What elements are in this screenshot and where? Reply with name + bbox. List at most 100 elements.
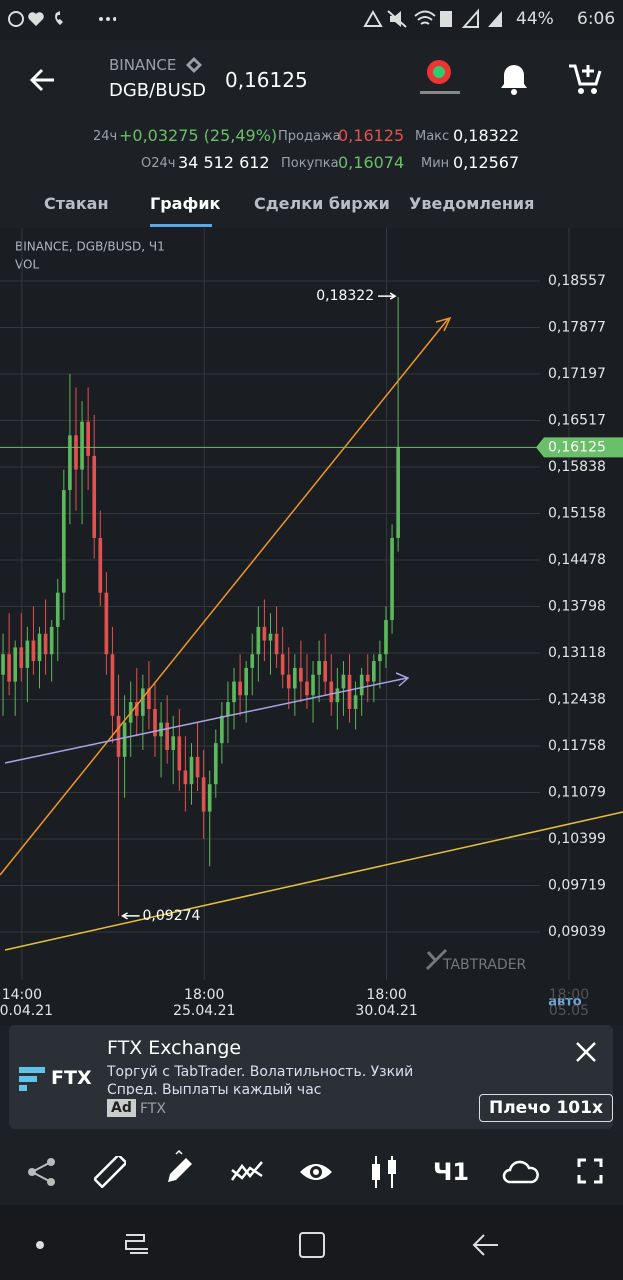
y-tick-label: 0,10399 [548, 831, 606, 847]
candle-body [201, 777, 206, 812]
candle-body [37, 633, 42, 662]
y-tick-label: 0,09719 [548, 877, 606, 893]
stat-value: +0,03275 (25,49%) [119, 126, 278, 145]
status-bar: 44% 6:06 [0, 0, 623, 40]
candle-body [80, 421, 84, 470]
ad-button[interactable]: Плечо 101x [479, 1094, 613, 1122]
exchange-name: BINANCE [109, 56, 177, 74]
navigation-bar [0, 1205, 623, 1280]
candle-body [335, 688, 340, 703]
trend-line [0, 318, 449, 876]
x-tick-date: 05.05 [549, 1003, 589, 1019]
indicator-tool[interactable] [230, 1156, 264, 1188]
candle-body [116, 715, 121, 757]
y-tick-label: 0,11079 [548, 784, 606, 800]
stat-label: 24ч [93, 129, 118, 144]
candle-body [280, 654, 285, 675]
scale-mode[interactable]: авто [548, 995, 582, 1010]
candle-body [74, 435, 78, 470]
candle-body [104, 592, 109, 655]
candle-body [250, 654, 255, 668]
low-label: 0,09274 [143, 908, 201, 924]
ad-text: Торгуй с TabTrader. Волатильность. Узкий… [107, 1064, 414, 1095]
x-tick-label: 14:00 [2, 987, 42, 1003]
stat-label: Макс [415, 129, 450, 144]
y-tick-label: 0,15838 [548, 459, 606, 475]
candle-body [122, 722, 127, 757]
pencil-tool[interactable] [162, 1150, 196, 1188]
y-tick-label: 0,17197 [548, 366, 606, 382]
ad-close[interactable] [575, 1041, 597, 1063]
arrow-head [435, 316, 452, 332]
candle-body [86, 421, 90, 456]
x-tick-date: 30.04.21 [355, 1003, 417, 1019]
arrow-head [395, 672, 410, 687]
candle-body [183, 770, 188, 785]
share-tool[interactable] [26, 1156, 58, 1188]
y-tick-label: 0,14478 [548, 552, 606, 568]
y-tick-label: 0,09039 [548, 924, 606, 940]
stat-value: 0,18322 [453, 126, 520, 145]
fullscreen-tool[interactable] [577, 1158, 603, 1184]
ad-logo: FTX [51, 1067, 92, 1089]
price-chart[interactable]: BINANCE, DGB/BUSD, Ч1 VOL TABTRADER авто… [0, 228, 623, 1025]
candle-body [134, 702, 139, 716]
y-tick-label: 0,13798 [548, 598, 606, 614]
timeframe-button[interactable]: Ч1 [433, 1158, 470, 1186]
toolbar: Ч1 [0, 1140, 623, 1204]
y-tick-label: 0,12438 [548, 692, 606, 708]
ad-badge: Ad [107, 1099, 136, 1117]
tab[interactable]: Уведомления [409, 194, 535, 213]
alert-button[interactable] [498, 62, 530, 96]
last-price-label: 0,16125 [548, 439, 606, 455]
candle-body [207, 784, 212, 812]
view-tool[interactable] [298, 1156, 334, 1188]
tab-active[interactable]: График [150, 194, 221, 213]
high-arrow [378, 292, 397, 300]
tab-indicator [150, 224, 212, 227]
candle-body [19, 647, 24, 668]
candle-body [274, 633, 279, 655]
y-tick-label: 0,16517 [548, 413, 606, 429]
candle-body [195, 756, 200, 778]
x-tick-label: 18:00 [549, 987, 589, 1003]
candle-body [244, 667, 248, 696]
candle-body [311, 674, 315, 696]
system-icons [363, 8, 502, 28]
watermark: TABTRADER [442, 957, 527, 973]
candle-body [62, 490, 66, 593]
trend-line [4, 677, 408, 764]
candle-type-tool[interactable] [368, 1154, 400, 1190]
ad-banner[interactable]: FTX FTX Exchange Торгуй с TabTrader. Вол… [9, 1025, 613, 1129]
back-button[interactable] [28, 66, 58, 94]
candle-body [110, 654, 115, 716]
candle-body [171, 736, 176, 750]
currency-logo[interactable] [418, 58, 464, 98]
cart-button[interactable] [567, 62, 603, 96]
indicator-label: VOL [15, 258, 39, 272]
tab[interactable]: Стакан [44, 194, 109, 213]
candle-body [299, 667, 303, 682]
candle-body [286, 674, 291, 689]
low-arrow [121, 912, 140, 920]
candle-body [323, 661, 328, 682]
stat-label: Покупка [281, 156, 339, 171]
exchange-logo [186, 57, 202, 73]
y-tick-label: 0,18557 [548, 273, 606, 289]
ruler-tool[interactable] [94, 1156, 126, 1188]
candle-body [317, 661, 321, 675]
ad-title: FTX Exchange [107, 1037, 242, 1059]
header-price: 0,16125 [225, 68, 308, 92]
tab[interactable]: Сделки биржи [254, 194, 390, 213]
x-tick-date: 25.04.21 [173, 1003, 235, 1019]
candle-body [92, 455, 97, 538]
y-tick-label: 0,17877 [548, 320, 606, 336]
ad-logo-mark [19, 1067, 45, 1091]
candle-body [378, 654, 382, 662]
candle-body [13, 647, 18, 682]
candle-body [256, 626, 261, 655]
candle-body [365, 674, 370, 682]
x-tick-label: 18:00 [184, 987, 224, 1003]
cloud-tool[interactable] [502, 1158, 540, 1186]
